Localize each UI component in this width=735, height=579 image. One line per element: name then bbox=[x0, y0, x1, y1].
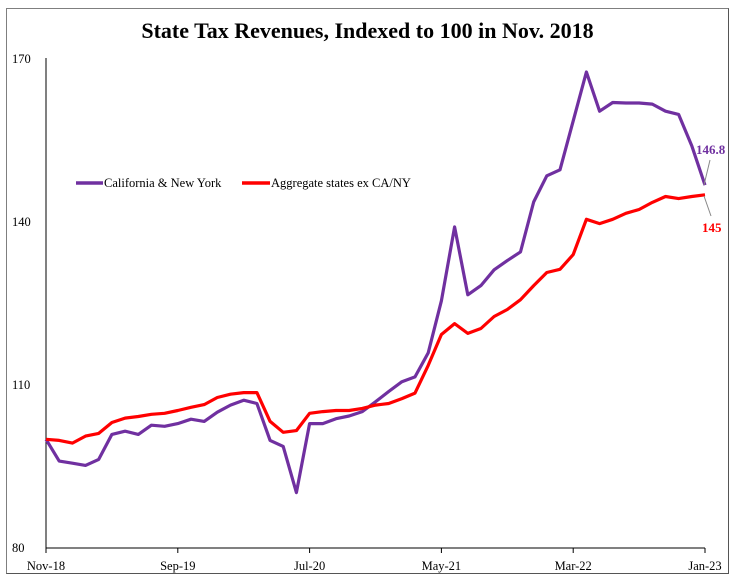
y-tick-label: 170 bbox=[12, 52, 31, 66]
y-tick-label: 110 bbox=[12, 378, 30, 392]
series-line-aggregate-states bbox=[45, 193, 706, 445]
annotation-leader-ca-ny bbox=[703, 159, 711, 186]
x-tick-label: Jan-23 bbox=[688, 559, 721, 573]
annotation-ca-ny-value: 146.8 bbox=[696, 142, 726, 157]
annotation-aggregate-value: 145 bbox=[702, 220, 722, 235]
legend-label-aggregate-states: Aggregate states ex CA/NY bbox=[271, 176, 411, 190]
x-tick-label: Mar-22 bbox=[555, 559, 592, 573]
chart-title: State Tax Revenues, Indexed to 100 in No… bbox=[141, 18, 594, 43]
chart-frame bbox=[6, 8, 729, 574]
legend-label-california-new-york: California & New York bbox=[104, 176, 222, 190]
x-tick-label: Sep-19 bbox=[160, 559, 195, 573]
y-tick-label: 140 bbox=[12, 215, 31, 229]
axes bbox=[45, 58, 705, 549]
x-tick-label: Jul-20 bbox=[294, 559, 325, 573]
legend: California & New York Aggregate states e… bbox=[76, 176, 411, 190]
x-tick-label: May-21 bbox=[422, 559, 462, 573]
series-lines bbox=[44, 70, 707, 495]
annotation-leader-aggregate bbox=[703, 195, 712, 217]
x-axis-ticks: Nov-18 Sep-19 Jul-20 May-21 Mar-22 Jan-23 bbox=[27, 548, 722, 573]
y-tick-label: 80 bbox=[12, 541, 25, 555]
x-tick-label: Nov-18 bbox=[27, 559, 65, 573]
series-line-california-new-york bbox=[44, 70, 707, 495]
end-annotations: 146.8 145 bbox=[696, 142, 726, 235]
y-axis-ticks: 80 110 140 170 bbox=[12, 52, 31, 555]
